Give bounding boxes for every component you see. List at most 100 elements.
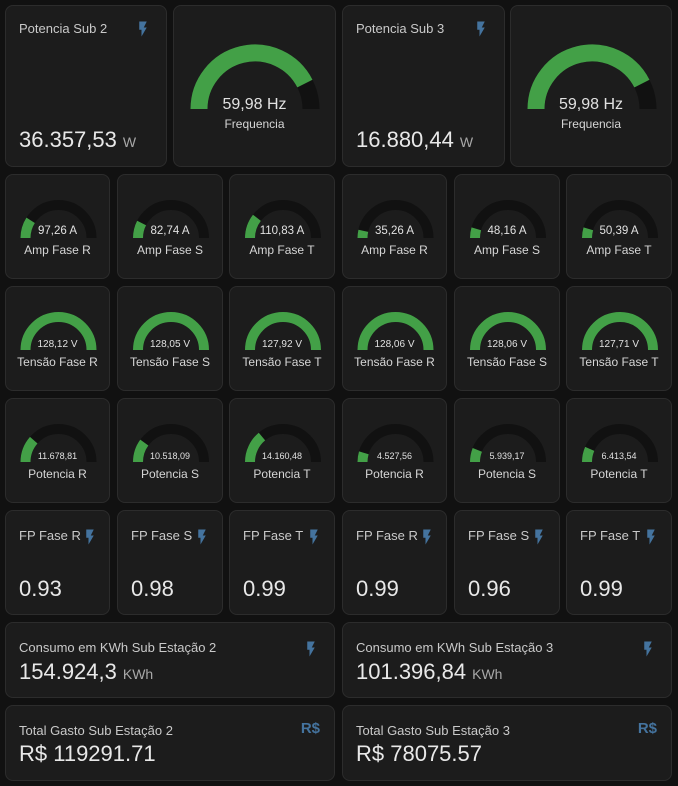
entity-value-number: 101.396,84	[356, 659, 467, 684]
flash-icon	[418, 528, 436, 546]
gauge	[230, 175, 334, 278]
gauge-card[interactable]: 110,83 A Amp Fase T	[229, 174, 335, 279]
entity-card-fp[interactable]: FP Fase S 0.96	[454, 510, 560, 615]
currency-icon: R$	[637, 720, 657, 737]
flash-icon	[305, 528, 323, 546]
gauge	[455, 287, 559, 390]
gauge-card-frequencia-sub2[interactable]: 59,98 Hz Frequencia	[173, 5, 336, 167]
gauge-arc	[190, 44, 320, 110]
gauge-card[interactable]: 35,26 A Amp Fase R	[342, 174, 447, 279]
gauge-value: 11.678,81	[37, 451, 78, 461]
gauge-label: Potencia T	[590, 467, 648, 481]
flash-icon	[302, 640, 320, 658]
entity-card-gasto-sub2[interactable]: Total Gasto Sub Estação 2 R$ R$ 119291.7…	[5, 705, 335, 781]
gauge-fill	[133, 312, 209, 351]
gauge-card[interactable]: 128,05 V Tensão Fase S	[117, 286, 223, 391]
gauge-arc	[470, 424, 546, 463]
gauge-card[interactable]: 5.939,17 Potencia S	[454, 398, 560, 503]
gauge-value: 4.527,56	[376, 451, 413, 461]
gauge-arc	[20, 200, 97, 239]
entity-card-consumo-sub3[interactable]: Consumo em KWh Sub Estação 3 101.396,84 K…	[342, 622, 672, 698]
gauge	[567, 175, 671, 278]
gauge	[567, 399, 671, 502]
gauge-card[interactable]: 128,06 V Tensão Fase S	[454, 286, 560, 391]
gauge-value: 128,05 V	[149, 339, 191, 350]
entity-name: Potencia Sub 2	[19, 21, 108, 36]
gauge-card[interactable]: 127,92 V Tensão Fase T	[229, 286, 335, 391]
gauge-track	[470, 200, 546, 239]
entity-name: FP Fase S	[131, 528, 193, 543]
gauge-card[interactable]: 50,39 A Amp Fase T	[566, 174, 672, 279]
entity-card-fp[interactable]: FP Fase S 0.98	[117, 510, 223, 615]
gauge	[343, 175, 446, 278]
gauge-label: Tensão Fase T	[579, 355, 659, 369]
entity-card-fp[interactable]: FP Fase R 0.93	[5, 510, 110, 615]
gauge-arc	[133, 312, 209, 351]
frequency-gauge	[174, 6, 335, 166]
entity-card-potencia-sub3[interactable]: Potencia Sub 3 16.880,44 W	[342, 5, 505, 167]
gauge-value: 5.939,17	[489, 451, 525, 461]
entity-card-gasto-sub3[interactable]: Total Gasto Sub Estação 3 R$ R$ 78075.57	[342, 705, 672, 781]
entity-value: 101.396,84 KWh	[356, 659, 502, 685]
gauge-card[interactable]: 97,26 A Amp Fase R	[5, 174, 110, 279]
entity-name: Consumo em KWh Sub Estação 2	[19, 640, 217, 655]
gauge-card[interactable]: 4.527,56 Potencia R	[342, 398, 447, 503]
currency-icon: R$	[300, 720, 320, 737]
gauge-value: 97,26 A	[37, 225, 77, 237]
entity-card-potencia-sub2[interactable]: Potencia Sub 2 36.357,53 W	[5, 5, 167, 167]
gauge-label: Tensão Fase R	[17, 355, 98, 369]
gauge-fill	[245, 312, 321, 351]
flash-icon	[134, 20, 152, 38]
gauge-arc	[133, 200, 209, 239]
gauge-card[interactable]: 128,12 V Tensão Fase R	[5, 286, 110, 391]
gauge-card[interactable]: 11.678,81 Potencia R	[5, 398, 110, 503]
gauge-label: Tensão Fase R	[354, 355, 435, 369]
entity-card-fp[interactable]: FP Fase T 0.99	[566, 510, 672, 615]
entity-value: 0.98	[131, 576, 174, 601]
entity-card-fp[interactable]: FP Fase R 0.99	[342, 510, 447, 615]
entity-card-fp[interactable]: FP Fase T 0.99	[229, 510, 335, 615]
gauge-fill	[245, 432, 266, 463]
gauge-card[interactable]: 82,74 A Amp Fase S	[117, 174, 223, 279]
entity-name: Total Gasto Sub Estação 2	[19, 723, 173, 738]
gauge-fill	[20, 217, 36, 239]
entity-value-number: 154.924,3	[19, 659, 117, 684]
gauge-value: 10.518,09	[149, 451, 191, 461]
gauge-value: 59,98 Hz	[558, 96, 624, 113]
gauge	[230, 399, 334, 502]
gauge-card[interactable]: 128,06 V Tensão Fase R	[342, 286, 447, 391]
gauge-label: Potencia S	[140, 467, 200, 481]
gauge-card[interactable]: 48,16 A Amp Fase S	[454, 174, 560, 279]
gauge-arc	[20, 424, 97, 463]
gauge-value: 127,71 V	[598, 339, 640, 350]
gauge-fill	[470, 227, 482, 239]
gauge-fill	[20, 436, 38, 463]
gauge-value: 48,16 A	[487, 225, 527, 237]
entity-card-consumo-sub2[interactable]: Consumo em KWh Sub Estação 2 154.924,3 KW…	[5, 622, 335, 698]
flash-icon	[639, 640, 657, 658]
gauge-card[interactable]: 14.160,48 Potencia T	[229, 398, 335, 503]
gauge	[118, 175, 222, 278]
gauge-arc	[470, 200, 546, 239]
gauge-label: Amp Fase R	[361, 243, 428, 257]
entity-value: R$ 119291.71	[19, 741, 156, 766]
gauge-card-frequencia-sub3[interactable]: 59,98 Hz Frequencia	[510, 5, 672, 167]
entity-value: 0.99	[243, 576, 286, 601]
gauge-arc	[245, 312, 321, 351]
gauge-card[interactable]: 6.413,54 Potencia T	[566, 398, 672, 503]
gauge	[6, 287, 109, 390]
gauge-value: 110,83 A	[259, 225, 305, 237]
gauge-card[interactable]: 127,71 V Tensão Fase T	[566, 286, 672, 391]
gauge-label: Amp Fase T	[586, 243, 652, 257]
entity-unit: KWh	[472, 666, 503, 682]
gauge-label: Amp Fase S	[136, 243, 204, 257]
gauge-label: Amp Fase T	[249, 243, 315, 257]
flash-icon	[530, 528, 548, 546]
gauge-card[interactable]: 10.518,09 Potencia S	[117, 398, 223, 503]
gauge-label: Tensão Fase S	[129, 355, 211, 369]
gauge-value: 127,92 V	[261, 339, 303, 350]
gauge-fill	[245, 214, 262, 239]
gauge-fill	[470, 312, 546, 351]
entity-value: 0.99	[356, 576, 399, 601]
entity-unit: KWh	[122, 666, 154, 682]
